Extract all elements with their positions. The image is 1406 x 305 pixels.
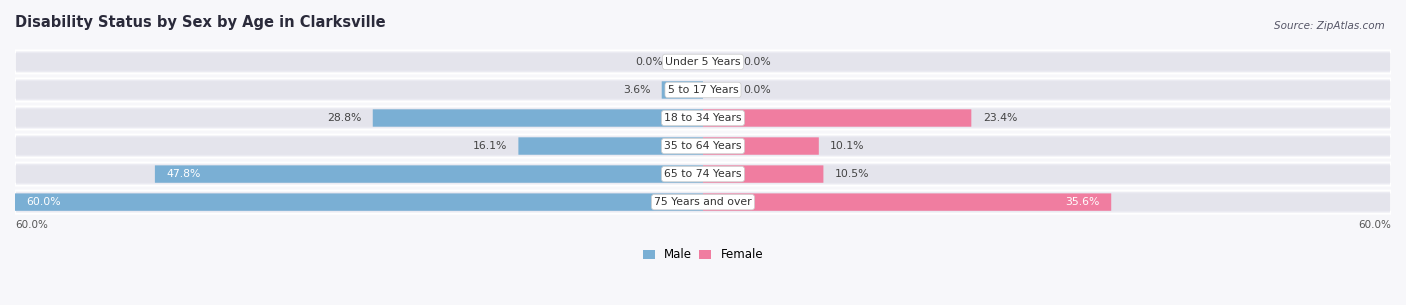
FancyBboxPatch shape bbox=[519, 137, 703, 155]
FancyBboxPatch shape bbox=[15, 78, 1391, 102]
Text: 10.5%: 10.5% bbox=[835, 169, 869, 179]
Text: 60.0%: 60.0% bbox=[15, 220, 48, 230]
FancyBboxPatch shape bbox=[15, 50, 1391, 74]
Text: 47.8%: 47.8% bbox=[166, 169, 201, 179]
Text: 60.0%: 60.0% bbox=[1358, 220, 1391, 230]
FancyBboxPatch shape bbox=[703, 109, 972, 127]
Text: 75 Years and over: 75 Years and over bbox=[654, 197, 752, 207]
Text: 3.6%: 3.6% bbox=[623, 85, 650, 95]
FancyBboxPatch shape bbox=[15, 81, 1391, 99]
FancyBboxPatch shape bbox=[15, 137, 1391, 155]
FancyBboxPatch shape bbox=[703, 137, 818, 155]
Text: 0.0%: 0.0% bbox=[744, 85, 770, 95]
FancyBboxPatch shape bbox=[15, 191, 1391, 214]
Text: 35 to 64 Years: 35 to 64 Years bbox=[664, 141, 742, 151]
Text: Source: ZipAtlas.com: Source: ZipAtlas.com bbox=[1274, 21, 1385, 31]
FancyBboxPatch shape bbox=[155, 165, 703, 183]
Text: 35.6%: 35.6% bbox=[1066, 197, 1099, 207]
Text: Under 5 Years: Under 5 Years bbox=[665, 57, 741, 67]
Text: 0.0%: 0.0% bbox=[744, 57, 770, 67]
FancyBboxPatch shape bbox=[15, 135, 1391, 158]
FancyBboxPatch shape bbox=[15, 106, 1391, 130]
Text: Disability Status by Sex by Age in Clarksville: Disability Status by Sex by Age in Clark… bbox=[15, 15, 385, 30]
FancyBboxPatch shape bbox=[15, 163, 1391, 185]
Text: 23.4%: 23.4% bbox=[983, 113, 1017, 123]
Text: 10.1%: 10.1% bbox=[831, 141, 865, 151]
FancyBboxPatch shape bbox=[373, 109, 703, 127]
Text: 60.0%: 60.0% bbox=[27, 197, 60, 207]
Text: 16.1%: 16.1% bbox=[472, 141, 508, 151]
FancyBboxPatch shape bbox=[703, 193, 1111, 211]
FancyBboxPatch shape bbox=[15, 193, 1391, 211]
Text: 5 to 17 Years: 5 to 17 Years bbox=[668, 85, 738, 95]
FancyBboxPatch shape bbox=[15, 109, 1391, 127]
Legend: Male, Female: Male, Female bbox=[643, 248, 763, 261]
FancyBboxPatch shape bbox=[15, 165, 1391, 183]
FancyBboxPatch shape bbox=[15, 193, 703, 211]
Text: 0.0%: 0.0% bbox=[636, 57, 662, 67]
Text: 28.8%: 28.8% bbox=[328, 113, 361, 123]
FancyBboxPatch shape bbox=[703, 165, 824, 183]
FancyBboxPatch shape bbox=[662, 81, 703, 99]
FancyBboxPatch shape bbox=[15, 53, 1391, 71]
Text: 18 to 34 Years: 18 to 34 Years bbox=[664, 113, 742, 123]
Text: 65 to 74 Years: 65 to 74 Years bbox=[664, 169, 742, 179]
